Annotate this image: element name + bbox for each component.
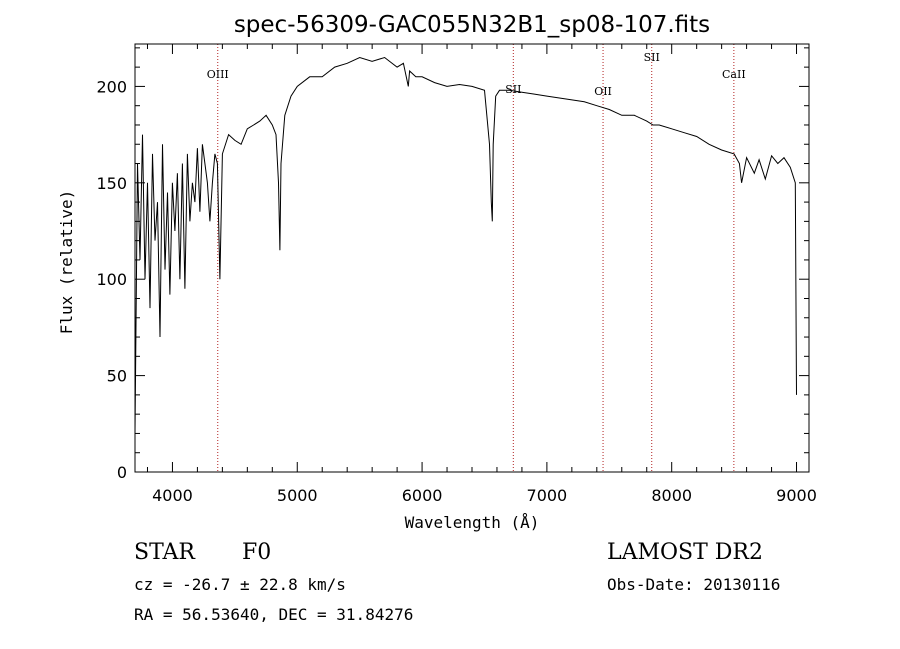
y-tick-label: 150 <box>96 174 127 193</box>
sky-coordinates: RA = 56.53640, DEC = 31.84276 <box>134 605 414 624</box>
x-tick-label: 7000 <box>527 486 568 505</box>
survey-name: LAMOST DR2 <box>607 540 763 565</box>
x-axis-label: Wavelength (Å) <box>405 513 540 532</box>
x-axis-ticks: 4000 5000 6000 7000 8000 9000 <box>146 44 817 505</box>
y-tick-label: 200 <box>96 77 127 96</box>
x-tick-label: 9000 <box>776 486 817 505</box>
observation-date: Obs-Date: 20130116 <box>607 575 781 594</box>
x-tick-label: 4000 <box>152 486 193 505</box>
x-tick-label: 6000 <box>402 486 443 505</box>
redshift-value: cz = -26.7 ± 22.8 km/s <box>134 575 346 594</box>
reference-lines: OIII SII OII SII CaII <box>207 44 746 472</box>
x-tick-label: 8000 <box>651 486 692 505</box>
y-tick-label: 0 <box>117 463 127 482</box>
y-tick-label: 100 <box>96 270 127 289</box>
spectrum-line <box>134 56 797 434</box>
plot-frame <box>134 43 810 473</box>
reference-label-oii: OII <box>594 85 612 98</box>
reference-label-sii: SII <box>505 83 521 96</box>
object-subclass: F0 <box>242 540 272 565</box>
y-tick-label: 50 <box>107 367 127 386</box>
reference-label-caii: CaII <box>722 68 746 81</box>
y-axis-ticks: 0 50 100 150 200 <box>96 47 809 482</box>
reference-label-oiii: OIII <box>207 68 229 81</box>
y-axis-label: Flux (relative) <box>57 190 76 335</box>
x-tick-label: 5000 <box>277 486 318 505</box>
object-class: STAR <box>134 540 195 565</box>
chart-title: spec-56309-GAC055N32B1_sp08-107.fits <box>234 12 710 38</box>
reference-label-sii: SII <box>644 51 660 64</box>
